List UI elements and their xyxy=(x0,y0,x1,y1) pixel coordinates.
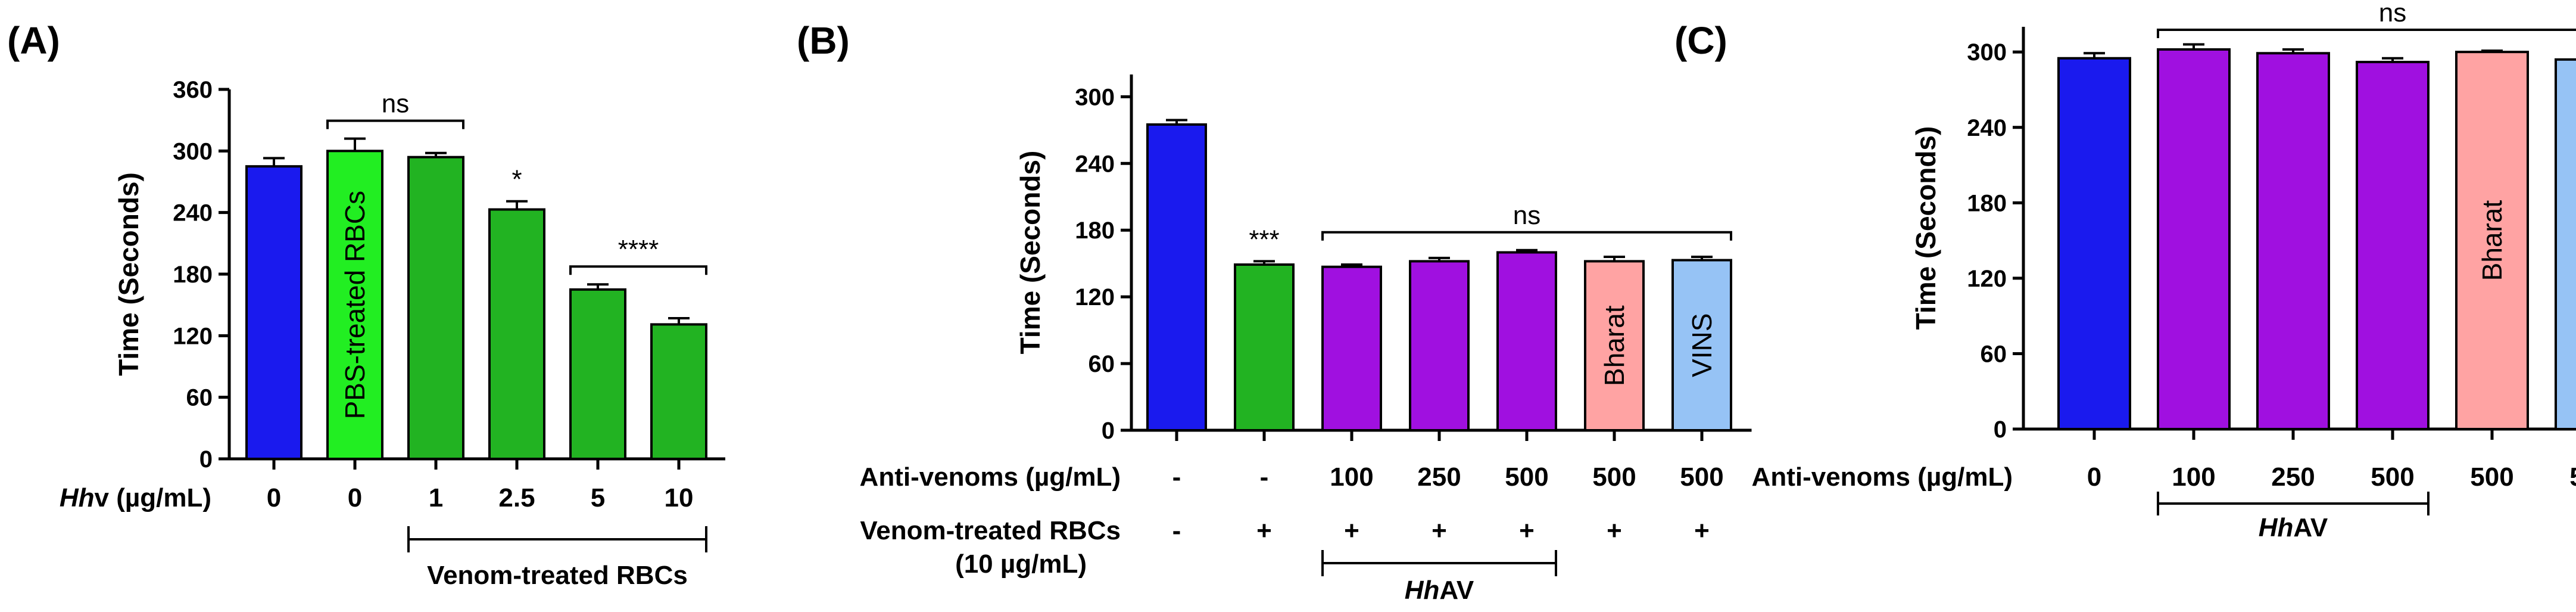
panel-c-y-tick-label: 60 xyxy=(1981,341,2007,367)
panel-b-row2-value: + xyxy=(1432,516,1447,545)
panel-b-row2-value: + xyxy=(1607,516,1622,545)
panel-c-bar xyxy=(2455,51,2529,430)
panel-b-bar-label: Bharat xyxy=(1599,305,1630,386)
panel-c-row1-value: 500 xyxy=(2371,462,2414,492)
panel-b-bar-label: VINS xyxy=(1686,313,1717,377)
panel-c-y-tick-label: 0 xyxy=(1994,417,2007,443)
panel-c-row1-value: 250 xyxy=(2271,462,2315,492)
panel-a-significance-label: **** xyxy=(618,235,659,264)
panel-a-x-category: 5 xyxy=(591,483,605,512)
panel-c-letter: (C) xyxy=(1674,19,1727,62)
panel-b-row1-value: 100 xyxy=(1330,462,1373,492)
panel-b-y-tick-label: 60 xyxy=(1089,351,1115,377)
panel-b-row2-label-line2: (10 µg/mL) xyxy=(955,549,1087,579)
panel-b-significance-label: ns xyxy=(1513,201,1540,230)
panel-b-bar xyxy=(1146,123,1207,431)
panel-c-bar xyxy=(2157,48,2231,430)
panel-c-significance-bracket xyxy=(2157,29,2576,38)
panel-b-row2-label: Venom-treated RBCs xyxy=(860,516,1121,545)
panel-c-y-axis-title: Time (Seconds) xyxy=(1910,126,1941,330)
panel-a-x-category: 2.5 xyxy=(498,483,535,512)
panel-a-group-bracket xyxy=(407,526,707,552)
panel-a-x-category: 0 xyxy=(348,483,362,512)
panel-c-bar xyxy=(2057,57,2131,430)
panel-a-y-tick-label: 300 xyxy=(173,138,213,164)
panel-b-row2-value: + xyxy=(1344,516,1359,545)
panel-c-bar xyxy=(2256,52,2330,430)
panel-a-x-category: 1 xyxy=(429,483,443,512)
panel-b-row1-value: 500 xyxy=(1505,462,1548,492)
panel-a-x-category: 10 xyxy=(665,483,694,512)
panel-a-significance-mark: * xyxy=(512,165,522,194)
panel-a-x-category: 0 xyxy=(267,483,281,512)
panel-a-significance-label: ns xyxy=(382,89,409,119)
panel-c-row1-value: 0 xyxy=(2087,462,2101,492)
panel-b-group-label: HhAV xyxy=(1405,576,1474,605)
panel-b-row1-value: - xyxy=(1260,462,1269,492)
panel-b-y-axis-title: Time (Seconds) xyxy=(1015,151,1046,355)
panel-a-y-tick-label: 180 xyxy=(173,262,213,288)
panel-c-y-tick-label: 300 xyxy=(1967,39,2007,66)
panel-a-bar xyxy=(488,208,545,460)
panel-b-y-tick-label: 180 xyxy=(1075,218,1115,244)
panel-b-y-tick-label: 240 xyxy=(1075,151,1115,177)
panel-c-bar xyxy=(2555,58,2576,430)
panel-b-bar xyxy=(1671,259,1732,431)
panel-a-y-tick-label: 240 xyxy=(173,200,213,226)
panel-b-letter: (B) xyxy=(797,19,850,62)
panel-a-bar-label: PBS-treated RBCs xyxy=(339,191,370,419)
panel-b-row2-value: + xyxy=(1256,516,1272,545)
panel-a-y-tick-label: 360 xyxy=(173,77,213,103)
panel-a-bar xyxy=(245,165,302,460)
panel-a-significance-bracket xyxy=(569,265,707,275)
panel-b-row1-value: 500 xyxy=(1592,462,1636,492)
panel-b-significance-mark: *** xyxy=(1249,225,1279,254)
panel-b-row2-value: + xyxy=(1694,516,1710,545)
panel-b-bar xyxy=(1321,265,1382,431)
panel-a-y-tick-label: 0 xyxy=(199,446,213,473)
panel-c-group-label: HhAV xyxy=(2259,513,2328,542)
panel-c-significance-label: ns xyxy=(2379,0,2406,27)
panel-b-row2-value: + xyxy=(1519,516,1535,545)
panel-a-y-tick-label: 120 xyxy=(173,323,213,349)
panel-c-bar-label: Bharat xyxy=(2477,200,2508,281)
panel-b-bar xyxy=(1496,251,1557,431)
panel-b-group-bracket xyxy=(1321,550,1557,576)
panel-b-row1-value: - xyxy=(1172,462,1181,492)
panel-b-row1-value: 500 xyxy=(1680,462,1723,492)
panel-b-y-tick-label: 0 xyxy=(1102,418,1115,444)
panel-c-row1-value: 500 xyxy=(2569,462,2576,492)
panel-a-row-label: Hhv (µg/mL) xyxy=(60,483,211,512)
panel-b-bar xyxy=(1584,260,1645,431)
panel-a-bar xyxy=(569,288,626,460)
panel-b-y-tick-label: 300 xyxy=(1075,84,1115,110)
panel-c-y-tick-label: 180 xyxy=(1967,190,2007,216)
panel-b-row1-value: 250 xyxy=(1417,462,1461,492)
panel-c-bar xyxy=(2356,61,2430,430)
panel-b-y-tick-label: 120 xyxy=(1075,284,1115,310)
panel-a-significance-bracket xyxy=(326,119,464,129)
panel-a-y-tick-label: 60 xyxy=(186,385,213,411)
panel-c-group-bracket xyxy=(2157,492,2430,515)
panel-c-row1-value: 100 xyxy=(2172,462,2215,492)
panel-a-bar xyxy=(407,156,464,460)
panel-a-y-axis-title: Time (Seconds) xyxy=(113,172,144,376)
panel-c-row1-value: 500 xyxy=(2470,462,2513,492)
panel-a-letter: (A) xyxy=(7,19,60,62)
panel-c-y-tick-label: 240 xyxy=(1967,115,2007,141)
panel-b-row2-value: - xyxy=(1172,516,1181,545)
panel-b-row1-label: Anti-venoms (µg/mL) xyxy=(860,462,1121,492)
panel-a-group-label: Venom-treated RBCs xyxy=(427,561,688,590)
panel-a-bar xyxy=(650,323,707,461)
panel-c-row1-label: Anti-venoms (µg/mL) xyxy=(1752,462,2013,492)
panel-b-significance-bracket xyxy=(1321,231,1732,241)
panel-c-y-tick-label: 120 xyxy=(1967,266,2007,292)
panel-b-bar xyxy=(1234,263,1295,431)
panel-b-bar xyxy=(1409,260,1470,431)
panel-a-bar xyxy=(326,150,383,461)
